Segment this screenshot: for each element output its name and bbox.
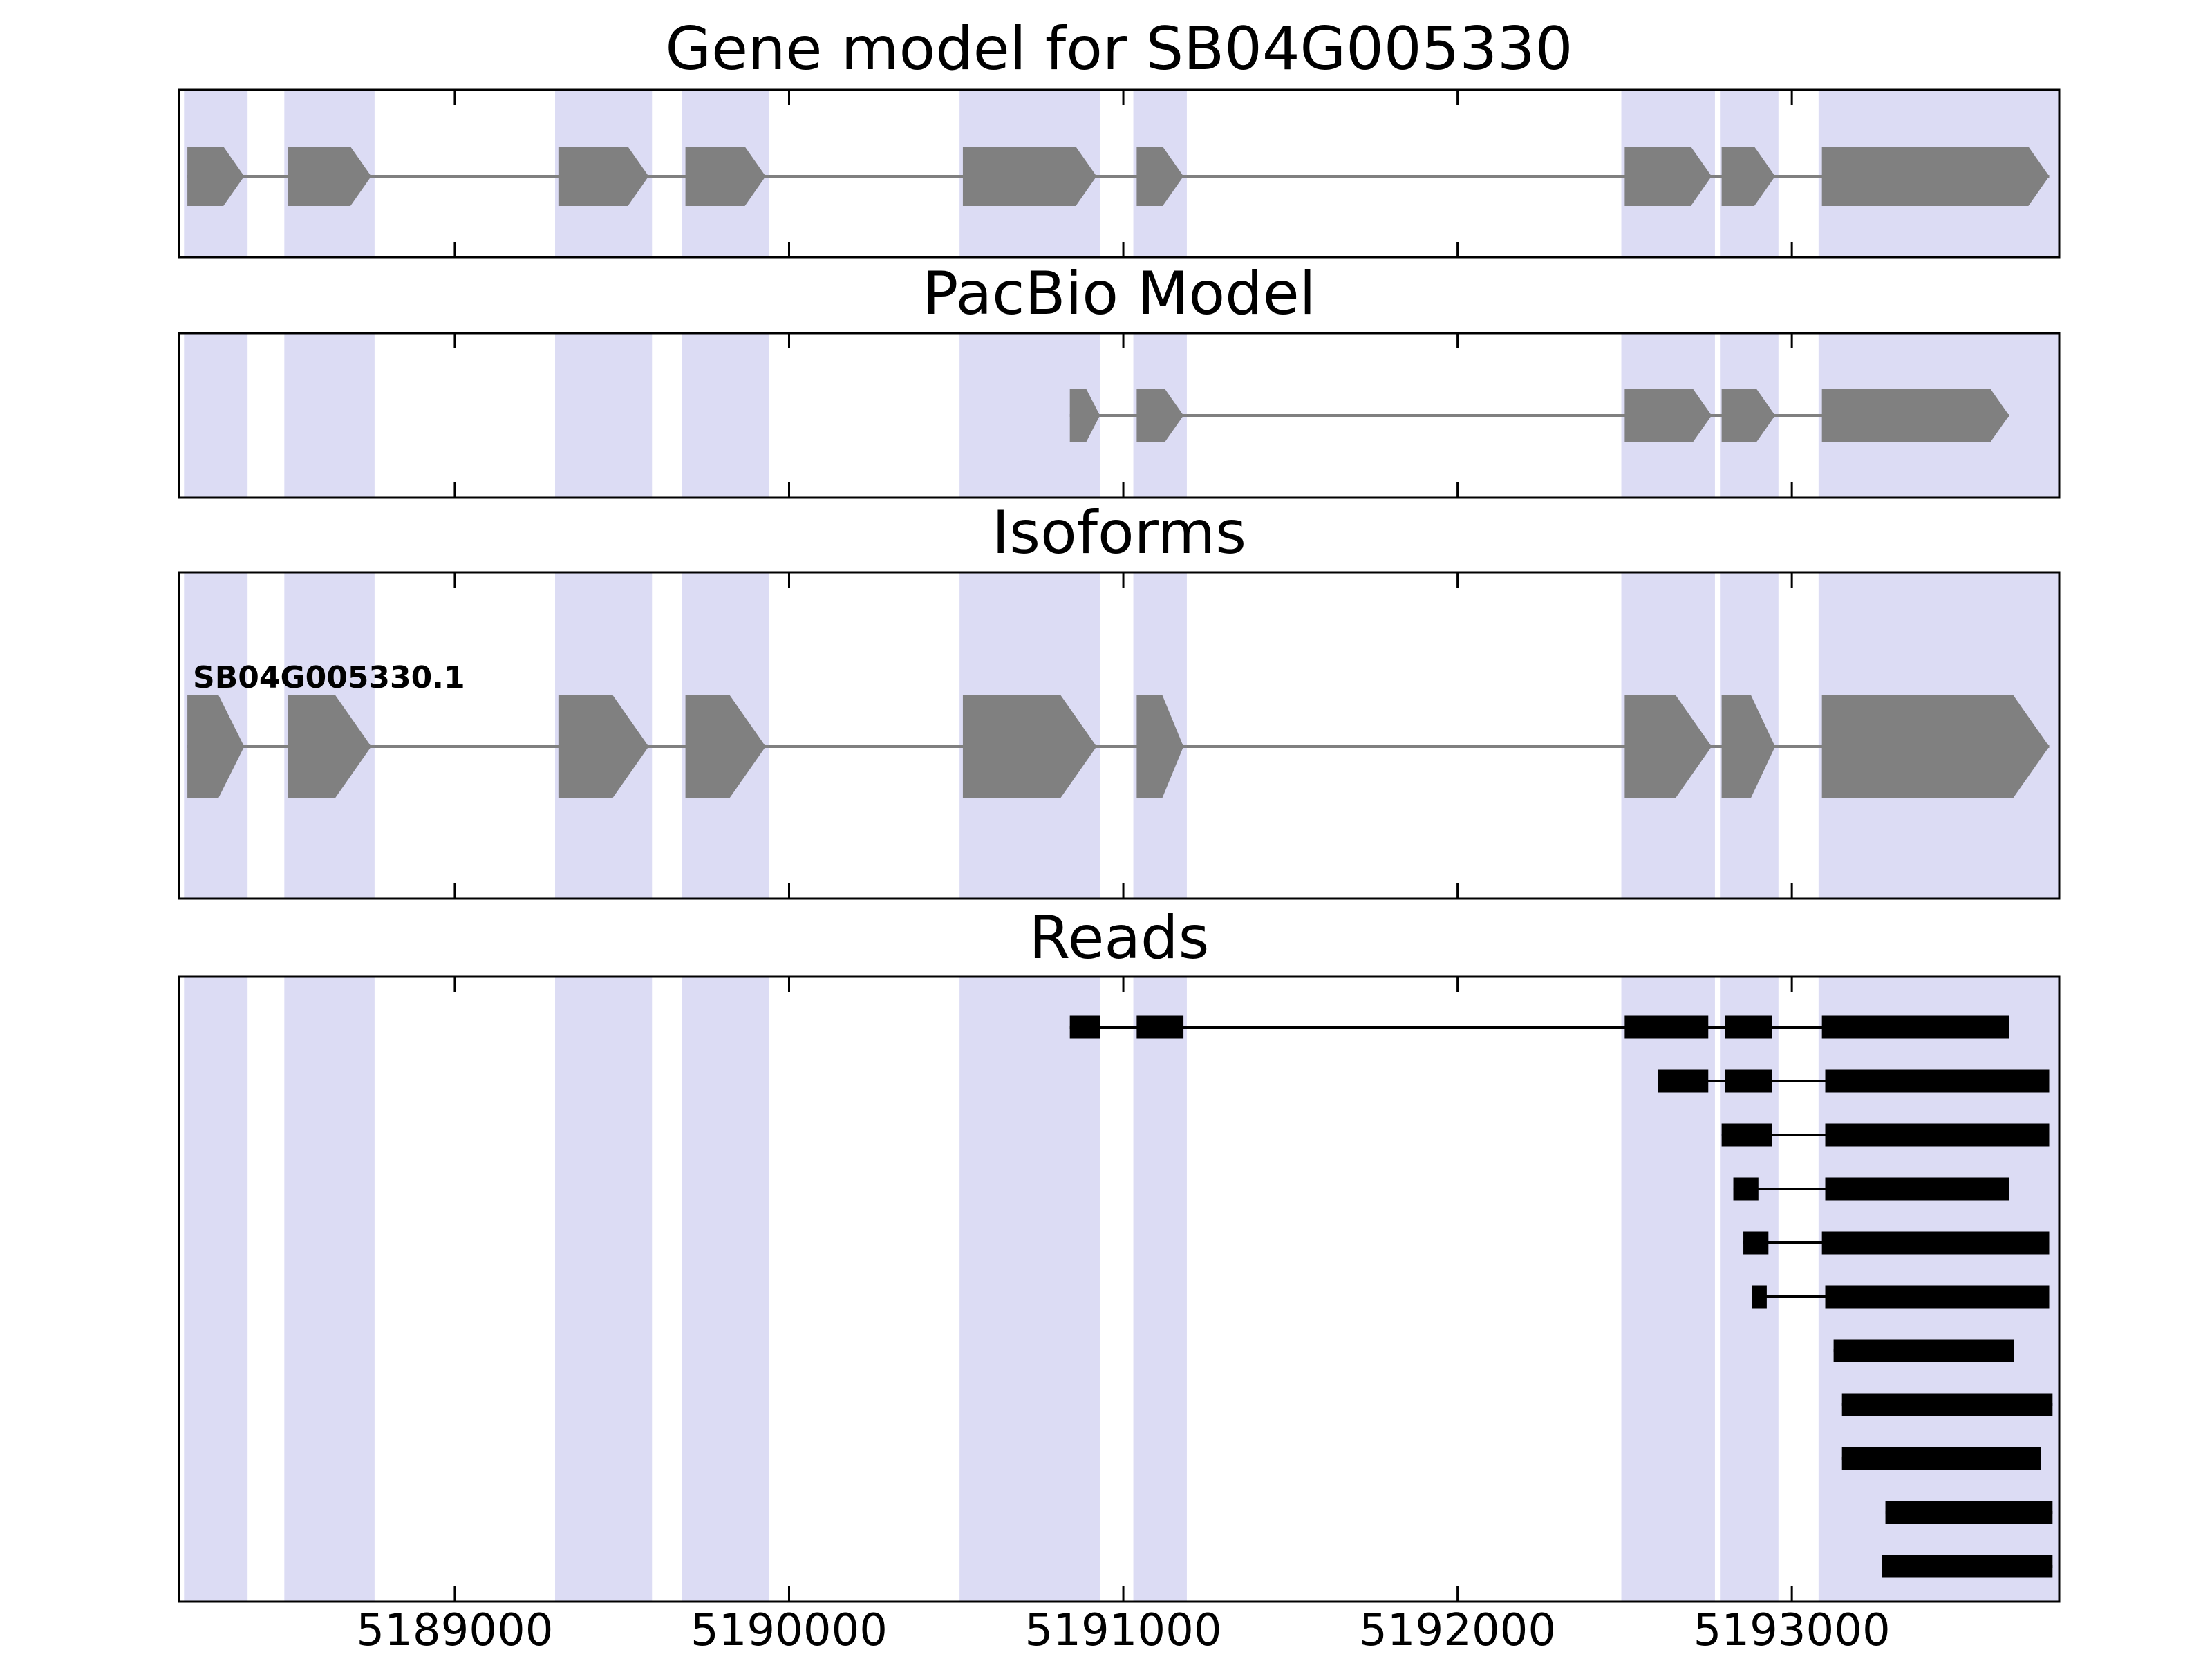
read-block (1841, 1393, 2053, 1416)
x-tick-label: 5190000 (691, 1605, 888, 1656)
read-block (1721, 1123, 1772, 1147)
exon-highlight-band (682, 977, 769, 1602)
panel-border-gene-model (178, 88, 2061, 259)
exon-highlight-band (555, 333, 653, 498)
exon-arrow (685, 695, 766, 798)
exon-arrow (1821, 147, 2050, 206)
read-row (1841, 1393, 2053, 1416)
read-block (1136, 1015, 1184, 1039)
exon-arrow (1624, 389, 1712, 442)
read-block (1825, 1285, 2050, 1309)
exon-highlight-band (1133, 977, 1187, 1602)
read-row (1721, 1123, 2050, 1147)
panel-title-isoforms: Isoforms (992, 498, 1246, 568)
exon-arrow (1624, 695, 1712, 798)
isoform-transcript (187, 695, 2050, 798)
exon-arrow (1069, 389, 1100, 442)
read-row (1833, 1339, 2014, 1362)
reads-track (1069, 1015, 2053, 1578)
exon-arrow (558, 695, 649, 798)
exon-arrow (558, 147, 649, 206)
read-block (1658, 1069, 1709, 1093)
pacbio-model-transcript (1069, 389, 2009, 442)
exon-arrow (685, 147, 766, 206)
read-block (1752, 1285, 1767, 1309)
exon-highlight-band (284, 977, 375, 1602)
x-tick-label: 5193000 (1694, 1605, 1891, 1656)
exon-arrow (1136, 147, 1184, 206)
panel-border-reads (178, 975, 2061, 1603)
exon-arrow (1624, 147, 1712, 206)
panel-border-isoforms (178, 571, 2061, 900)
read-row (1752, 1285, 2050, 1309)
exon-highlight-band (555, 977, 653, 1602)
exon-highlight-band (184, 977, 248, 1602)
exon-arrow (187, 695, 245, 798)
read-block (1885, 1501, 2053, 1524)
read-block (1833, 1339, 2014, 1362)
read-block (1841, 1447, 2041, 1470)
exon-highlight-band (959, 977, 1100, 1602)
exon-highlight-band (284, 333, 375, 498)
panel-border-pacbio-model (178, 332, 2061, 499)
read-block (1624, 1015, 1709, 1039)
exon-arrow (962, 147, 1097, 206)
exon-arrow (962, 695, 1097, 798)
read-block (1825, 1177, 2009, 1201)
panel-bands-reads (184, 977, 2059, 1602)
read-row (1885, 1501, 2053, 1524)
read-row (1841, 1447, 2041, 1470)
read-block (1069, 1015, 1100, 1039)
render-layer: 5189000 5190000 5191000 5192000 5193000 (178, 88, 2061, 1656)
read-row (1733, 1177, 2009, 1201)
exon-arrow (1721, 389, 1775, 442)
read-block (1825, 1069, 2050, 1093)
read-row (1882, 1555, 2053, 1578)
read-row (1658, 1069, 2050, 1093)
read-block (1821, 1015, 2009, 1039)
x-tick-label: 5192000 (1359, 1605, 1556, 1656)
read-block (1733, 1177, 1759, 1201)
isoform-name-label: SB04G005330.1 (193, 660, 465, 695)
exon-arrow (187, 147, 245, 206)
exon-arrow (1721, 147, 1775, 206)
read-block (1825, 1123, 2050, 1147)
exon-arrow (288, 147, 372, 206)
gene-model-transcript (187, 147, 2050, 206)
exon-arrow (1136, 695, 1184, 798)
read-block (1821, 1231, 2050, 1255)
read-block (1725, 1069, 1772, 1093)
exon-arrow (1136, 389, 1184, 442)
exon-arrow (1821, 389, 2009, 442)
exon-arrow (1721, 695, 1775, 798)
exon-arrow (1821, 695, 2050, 798)
read-block (1882, 1555, 2053, 1578)
read-block (1725, 1015, 1772, 1039)
panel-title-gene-model: Gene model for SB04G005330 (666, 15, 1573, 84)
exon-arrow (288, 695, 372, 798)
panel-title-pacbio-model: PacBio Model (922, 259, 1315, 328)
panel-title-reads: Reads (1029, 903, 1210, 973)
panel-bands-gene-model (184, 90, 2059, 257)
x-tick-label: 5191000 (1025, 1605, 1222, 1656)
exon-highlight-band (682, 333, 769, 498)
read-row (1069, 1015, 2009, 1039)
exon-highlight-band (184, 333, 248, 498)
read-block (1743, 1231, 1769, 1255)
panel-bands-isoforms (184, 572, 2059, 899)
x-tick-label: 5189000 (356, 1605, 553, 1656)
read-row (1743, 1231, 2050, 1255)
